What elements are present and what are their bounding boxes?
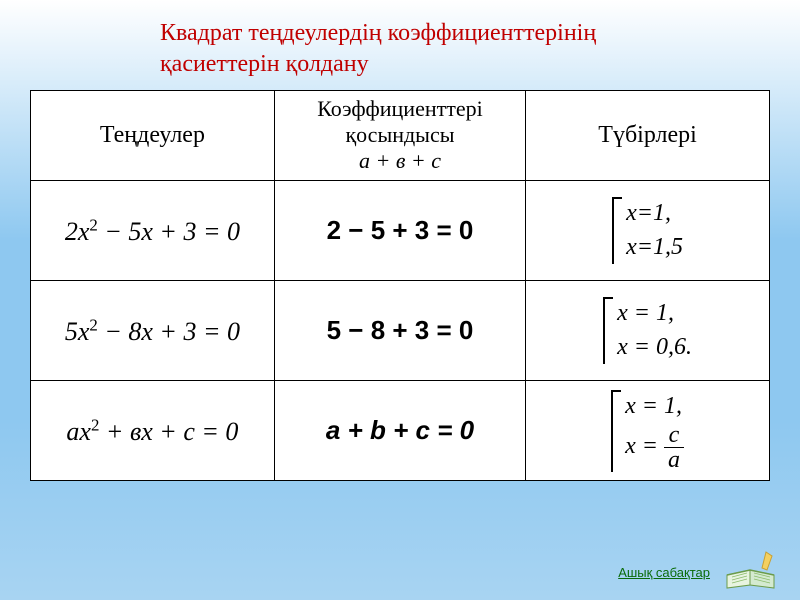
header-equations: Теңдеулер (31, 91, 275, 181)
table-row: 2x2 − 5x + 3 = 0 2 − 5 + 3 = 0 x=1, x=1,… (31, 181, 770, 281)
sum-cell: 5 − 8 + 3 = 0 (274, 281, 525, 381)
title-line2: қасиеттерін қолдану (160, 51, 369, 77)
equation-cell: 2x2 − 5x + 3 = 0 (31, 181, 275, 281)
sum-cell: a + b + c = 0 (274, 381, 525, 481)
roots-cell: x = 1, x = 0,6. (526, 281, 770, 381)
equation-cell: 5x2 − 8x + 3 = 0 (31, 281, 275, 381)
open-lessons-link[interactable]: Ашық сабақтар (618, 565, 710, 580)
equation-cell: ах2 + вх + с = 0 (31, 381, 275, 481)
table-row: 5x2 − 8x + 3 = 0 5 − 8 + 3 = 0 x = 1, x … (31, 281, 770, 381)
roots-cell: x=1, x=1,5 (526, 181, 770, 281)
coefficients-table: Теңдеулер Коэффициенттері қосындысы а + … (30, 90, 770, 481)
title-line1: Квадрат теңдеулердің коэффициенттерінің (160, 20, 596, 46)
book-icon (722, 540, 782, 590)
table-header-row: Теңдеулер Коэффициенттері қосындысы а + … (31, 91, 770, 181)
page-title: Квадрат теңдеулердің коэффициенттерінің … (0, 0, 800, 90)
header-coefficients: Коэффициенттері қосындысы а + в + с (274, 91, 525, 181)
header-roots: Түбірлері (526, 91, 770, 181)
roots-cell: x = 1, x = ca (526, 381, 770, 481)
sum-cell: 2 − 5 + 3 = 0 (274, 181, 525, 281)
table-row: ах2 + вх + с = 0 a + b + c = 0 x = 1, x … (31, 381, 770, 481)
